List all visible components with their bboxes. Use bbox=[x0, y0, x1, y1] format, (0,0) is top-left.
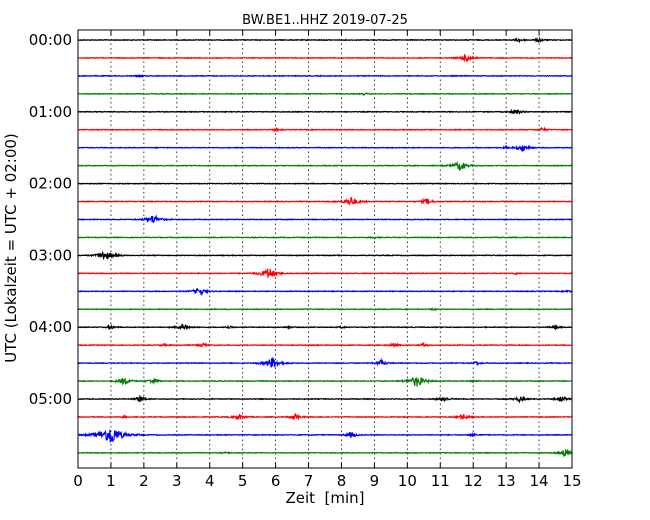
x-tick-label: 10 bbox=[398, 472, 417, 490]
trace-line bbox=[77, 196, 573, 207]
trace-line bbox=[77, 394, 573, 404]
x-tick-label: 6 bbox=[271, 472, 281, 490]
x-tick-label: 9 bbox=[370, 472, 380, 490]
trace-line bbox=[77, 268, 573, 279]
trace-line bbox=[77, 92, 573, 96]
trace-line bbox=[77, 74, 572, 78]
trace-line bbox=[77, 36, 573, 44]
plot-frame bbox=[77, 29, 573, 469]
x-axis-label: Zeit [min] bbox=[285, 489, 364, 507]
x-tick-label: 3 bbox=[172, 472, 182, 490]
y-axis-label: UTC (Lokalzeit = UTC + 02:00) bbox=[2, 133, 20, 363]
trace-line bbox=[77, 214, 573, 224]
trace-line bbox=[77, 160, 573, 171]
trace-line bbox=[77, 287, 573, 296]
trace-line bbox=[77, 144, 573, 152]
x-tick-label: 7 bbox=[304, 472, 314, 490]
x-tick-label: 13 bbox=[497, 472, 516, 490]
trace-line bbox=[77, 126, 573, 133]
y-tick-label: 00:00 bbox=[29, 31, 72, 49]
trace-line bbox=[77, 377, 573, 387]
y-tick-label: 04:00 bbox=[29, 318, 72, 336]
grid-lines bbox=[110, 30, 540, 468]
x-tick-label: 11 bbox=[431, 472, 450, 490]
trace-line bbox=[77, 182, 573, 185]
seismic-traces bbox=[77, 36, 573, 458]
y-tick-label: 05:00 bbox=[29, 390, 72, 408]
chart-title: BW.BE1..HHZ 2019-07-25 bbox=[242, 13, 408, 28]
trace-line bbox=[77, 429, 573, 444]
x-tick-label: 1 bbox=[106, 472, 116, 490]
trace-line bbox=[77, 448, 573, 458]
x-tick-label: 8 bbox=[337, 472, 347, 490]
y-tick-label: 03:00 bbox=[29, 246, 72, 264]
x-tick-label: 15 bbox=[562, 472, 581, 490]
y-tick-label: 02:00 bbox=[29, 175, 72, 193]
x-tick-label: 14 bbox=[530, 472, 549, 490]
trace-line bbox=[77, 307, 573, 312]
y-axis: 00:00 01:00 02:00 03:00 04:00 05:00 bbox=[29, 31, 572, 408]
x-tick-label: 0 bbox=[73, 472, 83, 490]
trace-line bbox=[77, 357, 573, 368]
x-tick-label: 4 bbox=[205, 472, 215, 490]
x-tick-label: 5 bbox=[238, 472, 248, 490]
trace-line bbox=[77, 341, 573, 348]
trace-line bbox=[77, 412, 573, 421]
trace-line bbox=[77, 250, 573, 261]
x-axis: 0 1 2 3 4 5 6 7 8 9 10 11 12 13 14 15 bbox=[73, 30, 582, 490]
trace-line bbox=[77, 323, 573, 331]
trace-line bbox=[77, 53, 573, 63]
trace-line bbox=[77, 108, 573, 116]
x-tick-label: 2 bbox=[139, 472, 149, 490]
y-tick-label: 01:00 bbox=[29, 103, 72, 121]
x-tick-label: 12 bbox=[464, 472, 483, 490]
trace-line bbox=[77, 235, 573, 240]
